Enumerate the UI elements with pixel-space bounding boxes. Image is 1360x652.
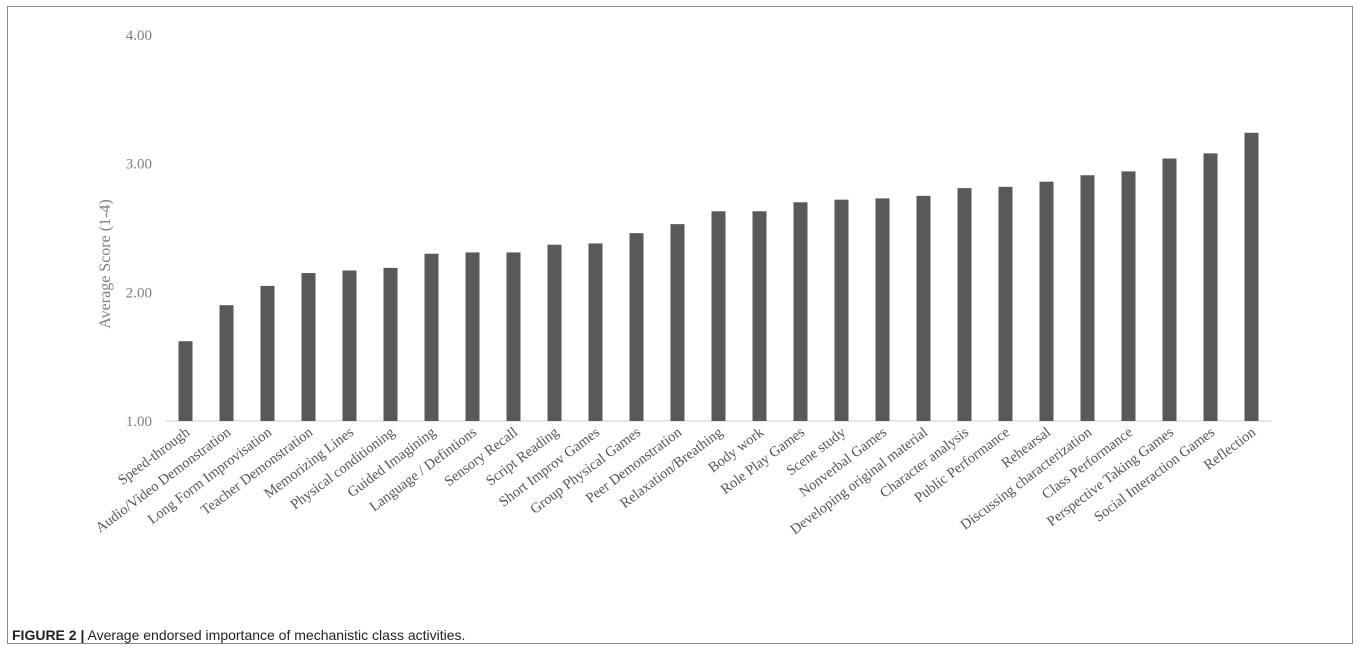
figure-caption: FIGURE 2 | Average endorsed importance o… bbox=[12, 627, 465, 643]
bar bbox=[506, 252, 521, 421]
bar bbox=[219, 305, 234, 421]
bar bbox=[465, 252, 480, 421]
bar bbox=[916, 195, 931, 421]
y-tick-label: 4.00 bbox=[126, 28, 152, 44]
figure-label: FIGURE 2 | bbox=[12, 627, 85, 643]
bar bbox=[1080, 175, 1095, 421]
bar bbox=[260, 285, 275, 421]
y-axis-title: Average Score (1-4) bbox=[97, 199, 114, 328]
bar bbox=[629, 233, 644, 421]
y-axis-ticks: 1.00 2.00 3.00 4.00 bbox=[126, 28, 152, 430]
y-tick-label: 1.00 bbox=[126, 414, 152, 430]
bar bbox=[424, 253, 439, 421]
bar bbox=[588, 243, 603, 421]
bar bbox=[711, 211, 726, 421]
bar bbox=[834, 199, 849, 421]
bar bbox=[1121, 171, 1136, 421]
bar bbox=[752, 211, 767, 421]
bar bbox=[875, 198, 890, 421]
bar bbox=[1039, 181, 1054, 421]
bar bbox=[301, 273, 316, 421]
caption-text: Average endorsed importance of mechanist… bbox=[84, 627, 466, 643]
bar bbox=[793, 202, 808, 421]
bar bbox=[1244, 132, 1259, 421]
y-tick-label: 2.00 bbox=[126, 285, 152, 301]
bar bbox=[547, 244, 562, 421]
bar bbox=[342, 270, 357, 421]
y-tick-label: 3.00 bbox=[126, 157, 152, 173]
bar bbox=[670, 224, 685, 421]
bar bbox=[957, 188, 972, 421]
bar bbox=[383, 267, 398, 421]
bar bbox=[1203, 153, 1218, 421]
bar bbox=[998, 186, 1013, 421]
bar bbox=[178, 341, 193, 421]
bar bbox=[1162, 158, 1177, 421]
bars bbox=[178, 132, 1259, 421]
